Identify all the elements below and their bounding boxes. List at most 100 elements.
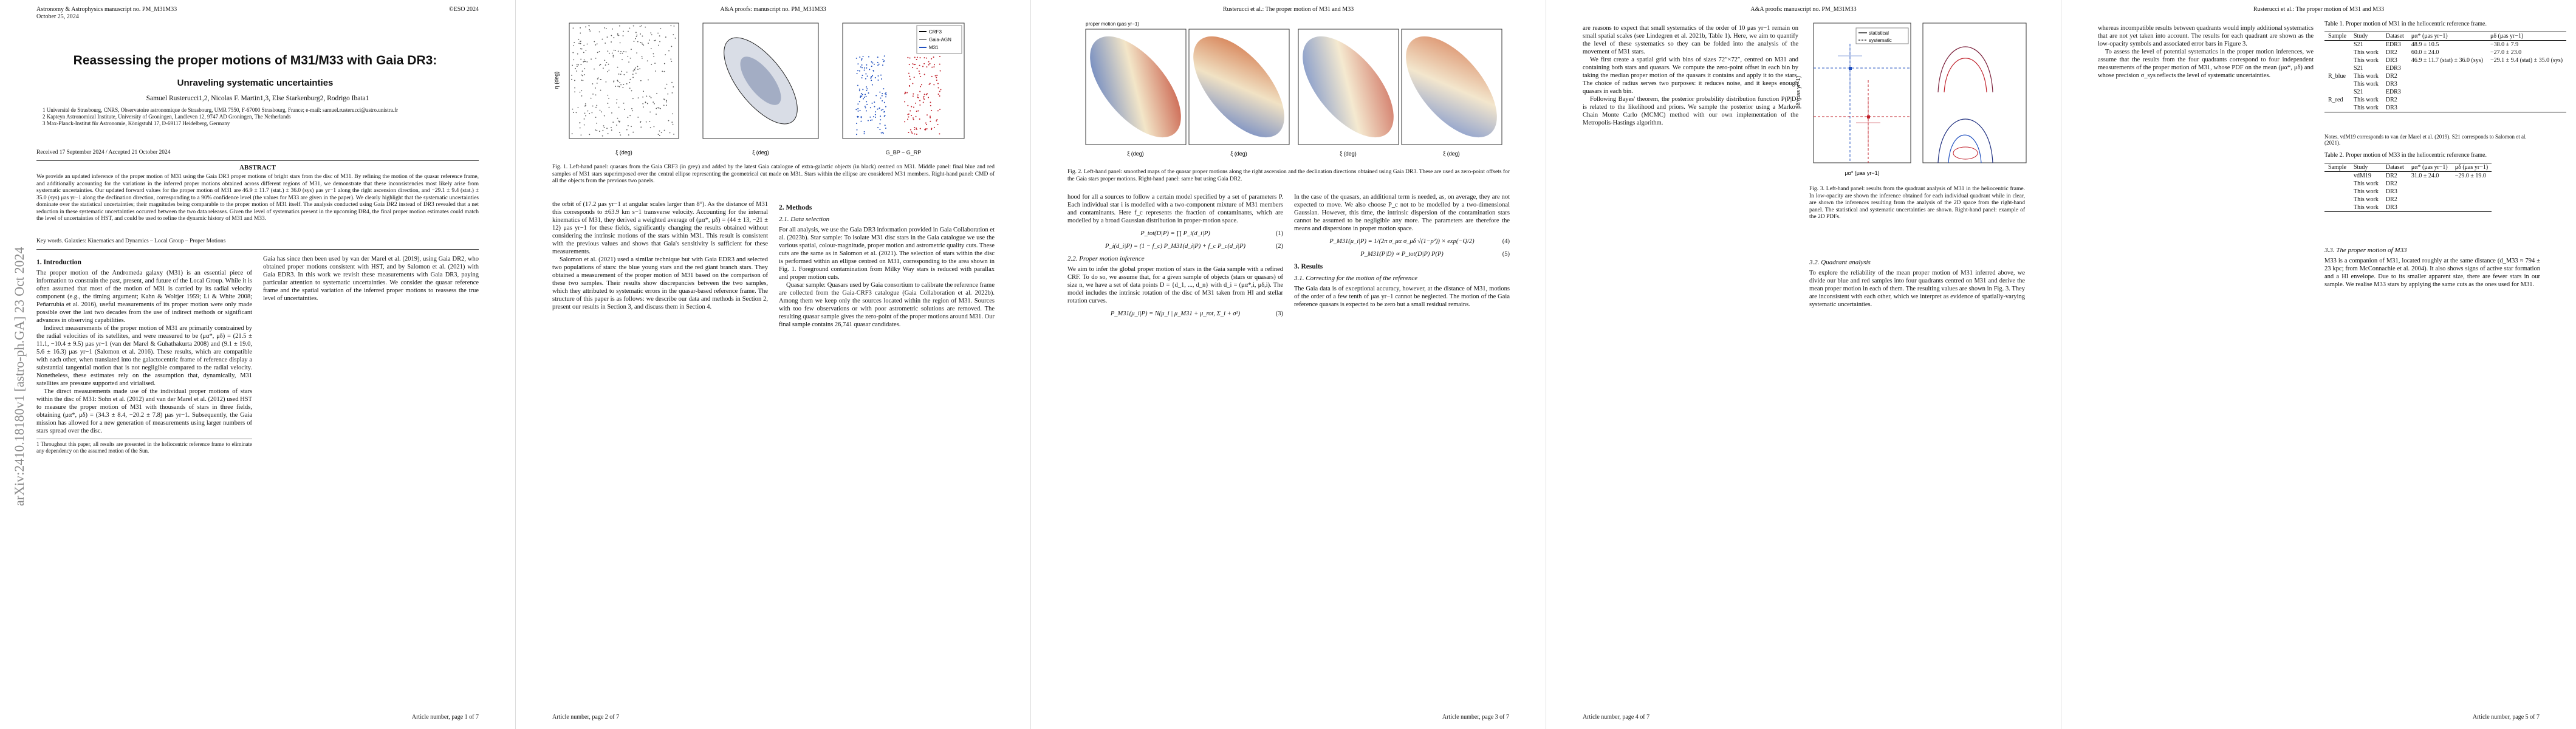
quasar-point — [631, 49, 632, 50]
cmd-star-point — [908, 64, 910, 66]
cmd-star-point — [924, 129, 926, 131]
quasar-point — [670, 25, 672, 27]
cmd-star-point — [872, 75, 874, 77]
quasar-point — [673, 134, 674, 135]
table-1-row: This work DR3 — [2324, 80, 2566, 88]
quasar-point — [622, 87, 624, 88]
cmd-star-point — [913, 118, 914, 120]
cmd-star-point — [871, 84, 873, 86]
cmd-star-point — [919, 100, 921, 101]
cmd-star-point — [916, 133, 917, 135]
quasar-point — [605, 43, 606, 44]
quasar-point — [641, 25, 642, 27]
quasar-point — [583, 124, 585, 126]
cmd-star-point — [936, 118, 938, 120]
quasar-point — [667, 93, 669, 95]
fig3-xlabel: μα* (μas yr−1) — [1845, 170, 1879, 176]
quasar-point — [585, 26, 586, 28]
quasar-point — [629, 81, 631, 83]
quasar-point — [591, 112, 593, 114]
quasar-point — [664, 99, 666, 101]
table-2-cell: DR3 — [2385, 188, 2397, 195]
table-2-cell — [2324, 188, 2350, 196]
cmd-star-point — [930, 104, 931, 106]
paragraph: hood for all a sources to follow a certa… — [1067, 194, 1283, 224]
quasar-point — [626, 129, 628, 131]
paragraph: Indirect measurements of the proper moti… — [36, 325, 252, 387]
quasar-point — [646, 103, 648, 104]
quasar-point — [655, 70, 656, 72]
paragraph: Salomon et al. (2021) used a similar tec… — [552, 256, 768, 310]
quasar-point — [603, 115, 605, 117]
cmd-star-point — [920, 76, 922, 78]
cmd-star-point — [857, 116, 858, 118]
quasar-point — [611, 52, 613, 54]
quasar-point — [583, 44, 585, 46]
cmd-star-point — [933, 56, 934, 58]
cmd-star-point — [914, 64, 916, 66]
abstract: We provide an updated inference of the p… — [36, 174, 479, 222]
quasar-point — [659, 130, 660, 132]
cmd-star-point — [937, 87, 939, 89]
quasar-point — [637, 66, 639, 67]
quasar-point — [659, 135, 660, 136]
quasar-point — [669, 132, 671, 134]
quasar-point — [574, 80, 575, 81]
cmd-star-point — [874, 77, 876, 78]
table-1-cell — [2487, 96, 2566, 104]
quasar-point — [574, 87, 575, 89]
quasar-point — [639, 26, 641, 27]
table-1-cell: This work — [2354, 104, 2379, 111]
cmd-star-point — [907, 114, 909, 115]
quasar-point — [581, 48, 583, 50]
cmd-star-point — [866, 90, 868, 92]
cmd-star-point — [912, 95, 914, 97]
paragraph: To assess the level of potential systema… — [2098, 49, 2314, 79]
table-2-header-cell: μδ (μas yr−1) — [2454, 164, 2489, 171]
cmd-star-point — [908, 113, 909, 115]
cmd-star-point — [875, 111, 877, 113]
quasar-point — [592, 105, 594, 107]
cmd-star-point — [856, 129, 858, 131]
cmd-star-point — [860, 120, 862, 122]
quasar-point — [643, 106, 644, 108]
cmd-star-point — [936, 120, 937, 122]
cmd-star-point — [862, 89, 864, 91]
column-left: whereas incompatible results between qua… — [2098, 24, 2314, 703]
cmd-star-point — [874, 116, 876, 118]
cmd-star-point — [869, 69, 871, 70]
quasar-point — [671, 46, 673, 47]
page-number: Article number, page 5 of 7 — [2472, 714, 2540, 720]
cmd-star-point — [862, 94, 863, 95]
cmd-star-point — [916, 67, 918, 69]
quasar-point — [635, 38, 636, 39]
quasar-point — [670, 58, 672, 60]
cmd-star-point — [915, 115, 917, 117]
cmd-star-point — [937, 93, 939, 95]
table-1-cell: DR3 — [2385, 57, 2397, 64]
quasar-point — [668, 120, 670, 122]
figure-1-caption: Fig. 1. Left-hand panel: quasars from th… — [552, 164, 995, 184]
cmd-star-point — [864, 67, 866, 69]
page-number: Article number, page 2 of 7 — [552, 714, 620, 720]
quasar-point — [607, 50, 609, 52]
quasar-point — [671, 122, 673, 123]
cmd-star-point — [860, 92, 862, 94]
quasar-point — [595, 106, 597, 108]
table-1: Sample Study Dataset μα* (μas yr−1) μδ (μas … — [2324, 32, 2567, 112]
table-1-cell: This work — [2354, 81, 2379, 87]
cmd-star-point — [861, 59, 863, 61]
quasar-point — [572, 112, 574, 113]
cmd-star-point — [863, 98, 865, 100]
quasar-point — [592, 93, 594, 95]
quasar-point — [597, 77, 599, 79]
cmd-star-point — [937, 124, 939, 126]
quasar-point — [571, 133, 573, 134]
table-1-header-cell: Sample — [2328, 33, 2346, 39]
quasar-point — [581, 75, 583, 77]
journal-header: Rusterucci et al.: The proper motion of … — [1222, 6, 1354, 13]
quasar-point — [642, 43, 643, 45]
cmd-star-point — [907, 118, 909, 120]
quasar-point — [586, 43, 588, 45]
quasar-point — [584, 61, 586, 63]
